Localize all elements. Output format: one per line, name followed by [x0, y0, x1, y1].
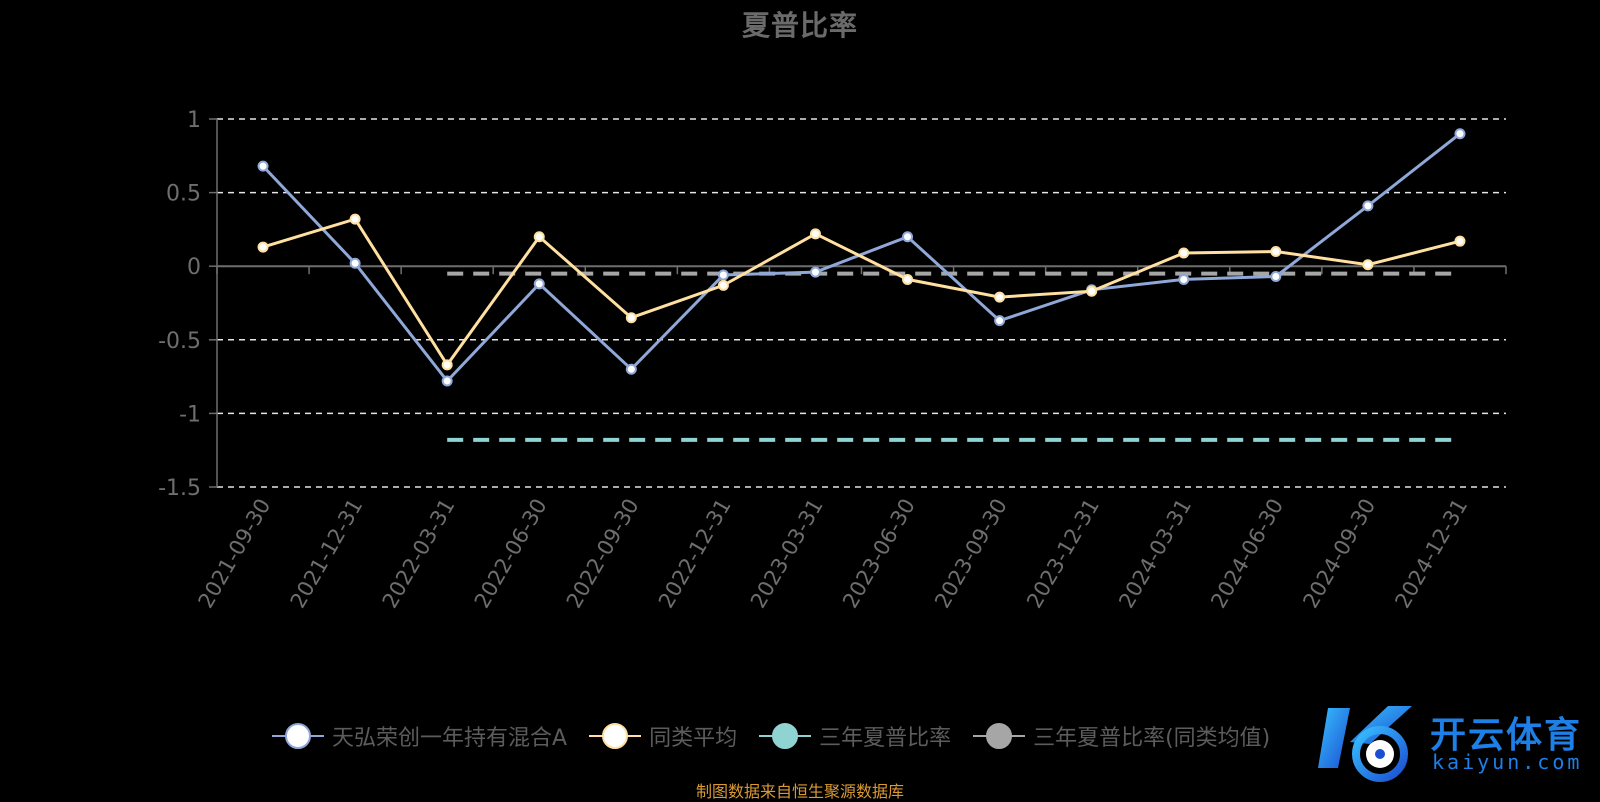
x-tick-label: 2023-12-31	[1022, 495, 1104, 613]
data-point	[1178, 247, 1190, 259]
data-point	[717, 279, 729, 291]
data-point	[441, 359, 453, 371]
data-point	[1454, 128, 1466, 140]
kaiyun-logo-icon	[1318, 706, 1412, 782]
source-note: 制图数据来自恒生聚源数据库	[695, 782, 904, 801]
legend-item-0[interactable]: 天弘荣创一年持有混合A	[272, 720, 567, 752]
x-tick-label: 2023-06-30	[838, 494, 920, 612]
series-layer	[257, 128, 1466, 442]
data-point	[809, 266, 821, 278]
x-tick-label: 2022-09-30	[562, 495, 644, 613]
y-tick-label: -1	[179, 402, 201, 427]
x-tick-label: 2024-12-31	[1390, 495, 1472, 613]
x-tick-label: 2022-06-30	[470, 495, 552, 613]
legend-label: 三年夏普比率	[819, 726, 952, 751]
legend-marker-icon	[589, 722, 642, 750]
data-point	[349, 213, 361, 225]
y-tick-label: -0.5	[158, 329, 201, 354]
data-point	[533, 231, 545, 243]
data-point	[1362, 200, 1374, 212]
legend-item-1[interactable]: 同类平均	[589, 720, 737, 752]
data-point	[349, 257, 361, 269]
series-line-0	[261, 132, 1461, 384]
y-tick-label: 0.5	[166, 182, 201, 207]
x-tick-label: 2022-12-31	[654, 495, 736, 613]
data-point	[1454, 235, 1466, 247]
data-point	[257, 160, 269, 172]
watermark-domain: kaiyun.com	[1432, 750, 1583, 774]
legend-label: 三年夏普比率(同类均值)	[1033, 726, 1271, 751]
y-tick-label: 1	[187, 108, 201, 133]
watermark-brand: 开云体育	[1430, 715, 1583, 756]
legend: 天弘荣创一年持有混合A 同类平均 三年夏普比率 三年夏普比率(同类均值)	[272, 718, 1270, 754]
data-point	[1178, 273, 1190, 285]
data-point	[809, 228, 821, 240]
x-tick-label: 2023-09-30	[930, 495, 1012, 613]
x-tick-label: 2024-03-31	[1114, 495, 1196, 613]
data-point	[902, 231, 914, 243]
legend-item-3[interactable]: 三年夏普比率(同类均值)	[973, 720, 1270, 752]
data-point	[625, 312, 637, 324]
legend-marker-icon	[973, 722, 1026, 750]
data-point	[1086, 285, 1098, 297]
watermark-logo: 开云体育 kaiyun.com	[1310, 698, 1590, 788]
data-point	[902, 273, 914, 285]
series-line-1	[262, 217, 1461, 368]
chart-title: 夏普比率	[741, 9, 858, 42]
data-point	[994, 291, 1006, 303]
data-point	[994, 315, 1006, 327]
x-tick-label: 2023-03-31	[746, 495, 828, 613]
data-point	[1270, 271, 1282, 283]
legend-label: 天弘荣创一年持有混合A	[332, 726, 568, 751]
y-tick-label: 0	[187, 255, 201, 280]
data-point	[1362, 259, 1374, 271]
legend-marker-icon	[272, 722, 324, 750]
x-tick-label: 2024-09-30	[1298, 495, 1380, 613]
x-tick-label: 2021-12-31	[286, 495, 368, 613]
data-point	[1270, 245, 1282, 257]
legend-label: 同类平均	[649, 726, 738, 751]
data-point	[257, 241, 269, 253]
legend-item-2[interactable]: 三年夏普比率	[759, 720, 951, 752]
data-point	[441, 375, 453, 387]
y-tick-label: -1.5	[158, 476, 201, 501]
x-tick-label: 2022-03-31	[378, 495, 460, 613]
x-tick-label: 2021-09-30	[194, 495, 276, 613]
data-point	[533, 278, 545, 290]
x-tick-label: 2024-06-30	[1206, 495, 1288, 613]
legend-marker-icon	[759, 722, 812, 750]
data-point	[717, 269, 729, 281]
data-point	[625, 363, 637, 375]
grid-layer	[217, 118, 1506, 488]
